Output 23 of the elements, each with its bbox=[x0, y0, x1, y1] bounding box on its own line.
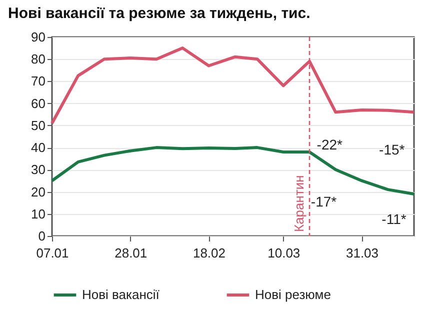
x-tick-label: 28.01 bbox=[114, 246, 148, 260]
y-tick-label: 0 bbox=[38, 228, 46, 244]
x-tick-label: 07.01 bbox=[36, 246, 69, 260]
annotation: -17* bbox=[310, 194, 338, 210]
x-tick-label: 18.02 bbox=[192, 246, 226, 260]
y-tick-label: 50 bbox=[31, 118, 46, 133]
y-tick-label: 90 bbox=[31, 30, 46, 44]
legend-label: Нові резюме bbox=[255, 287, 331, 302]
y-tick-label: 70 bbox=[31, 74, 46, 89]
x-tick-label: 10.03 bbox=[268, 246, 300, 260]
annotation: -15* bbox=[379, 142, 406, 158]
y-tick-label: 40 bbox=[31, 140, 46, 156]
y-tick-label: 20 bbox=[31, 184, 46, 200]
legend-label: Нові вакансії bbox=[82, 287, 160, 302]
y-tick-label: 10 bbox=[31, 206, 46, 222]
chart-title: Нові вакансії та резюме за тиждень, тис. bbox=[8, 5, 310, 22]
x-tick-label: 31.03 bbox=[346, 246, 379, 260]
ref-line-label: Карантин bbox=[292, 175, 307, 232]
annotation: -11* bbox=[382, 210, 407, 227]
y-tick-label: 80 bbox=[31, 52, 46, 67]
annotation: -22* bbox=[316, 136, 344, 153]
y-tick-label: 60 bbox=[31, 96, 46, 111]
y-tick-label: 30 bbox=[31, 162, 46, 178]
